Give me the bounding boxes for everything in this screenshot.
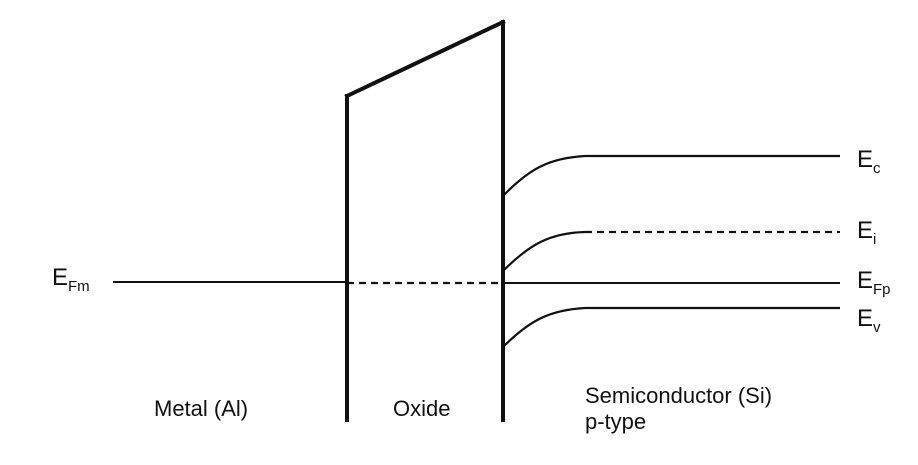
oxide-region-label: Oxide	[393, 396, 450, 421]
intrinsic-level-curve	[502, 230, 586, 272]
semiconductor-fermi-label: EFp	[857, 267, 891, 298]
oxide-barrier	[344, 19, 506, 422]
conduction-band-label: Ec	[857, 146, 881, 177]
valence-band-label: Ev	[857, 305, 881, 336]
semiconductor-type-label: p-type	[585, 409, 646, 434]
valence-band-curve	[502, 306, 840, 348]
metal-fermi-label: EFm	[52, 264, 90, 295]
fermi-levels	[113, 281, 840, 285]
semiconductor-bands	[502, 154, 840, 348]
oxide-conduction-band-edge	[344, 19, 506, 99]
semiconductor-region-label: Semiconductor (Si)	[585, 383, 772, 408]
conduction-band-curve	[502, 154, 840, 197]
intrinsic-level-label: Ei	[857, 217, 876, 248]
metal-region-label: Metal (Al)	[154, 396, 248, 421]
